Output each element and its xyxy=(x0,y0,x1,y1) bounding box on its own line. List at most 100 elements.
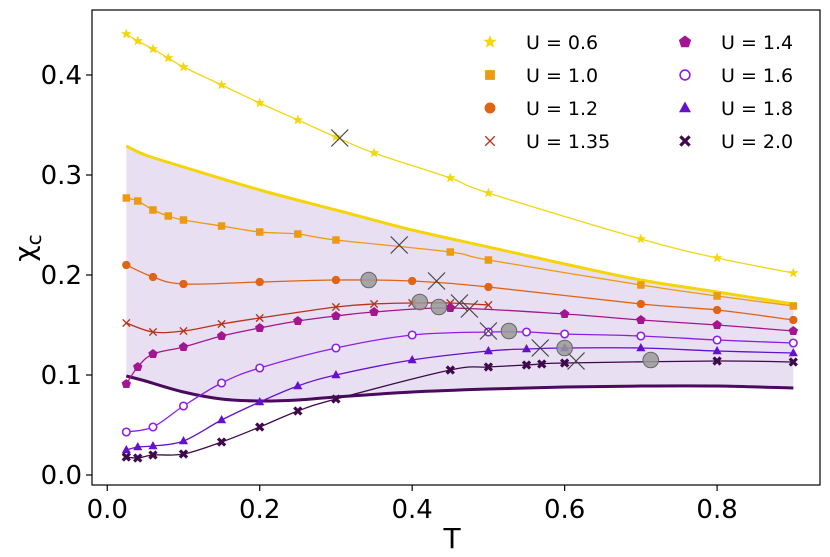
legend: U = 0.6 U = 1.0 U = 1.2 U = 1.35 U = 1.4 U = … xyxy=(483,32,793,153)
series-1-point-6 xyxy=(255,228,264,236)
series-4-point-1 xyxy=(133,362,143,371)
legend-marker-3 xyxy=(484,135,496,147)
series-7-point-2 xyxy=(148,450,158,460)
series-0-point-5 xyxy=(216,79,227,90)
series-1-point-3 xyxy=(164,212,172,220)
series-6-point-3 xyxy=(178,436,189,445)
series-6-point-9 xyxy=(483,346,493,355)
legend-label-2: U = 1.2 xyxy=(526,98,598,120)
series-0-point-1 xyxy=(132,35,143,46)
legend-label-4: U = 1.4 xyxy=(721,32,793,54)
series-7-point-12 xyxy=(559,358,570,368)
crossover-circle-marker-5 xyxy=(642,351,660,369)
series-4-point-0 xyxy=(121,379,131,388)
series-5-point-11 xyxy=(712,335,722,345)
crossover-x-marker-0 xyxy=(330,129,349,147)
y-tick-label-4: 0.4 xyxy=(41,61,82,91)
x-axis-title: T xyxy=(442,522,461,555)
crossover-x-marker-6 xyxy=(531,339,550,357)
series-2-point-9 xyxy=(789,315,798,325)
series-6-point-7 xyxy=(331,370,341,379)
series-6-point-1 xyxy=(133,442,143,451)
legend-label-3: U = 1.35 xyxy=(526,131,610,153)
series-2-point-8 xyxy=(712,305,722,315)
legend-marker-7 xyxy=(679,135,691,147)
series-2-point-7 xyxy=(636,299,646,309)
series-6-point-10 xyxy=(521,344,532,353)
series-1-point-11 xyxy=(637,281,645,289)
series-2-point-5 xyxy=(408,276,417,286)
series-6-point-0 xyxy=(121,445,131,454)
series-6-point-4 xyxy=(217,415,227,424)
series-5-point-1 xyxy=(148,422,158,432)
series-7-point-0 xyxy=(121,452,131,462)
y-axis-title-main: χ xyxy=(8,245,41,261)
series-7-point-7 xyxy=(331,394,341,404)
series-0-point-4 xyxy=(178,61,189,72)
series-6-point-5 xyxy=(255,397,265,406)
legend-marker-1 xyxy=(485,70,495,80)
series-2-point-3 xyxy=(255,277,264,287)
series-line-0 xyxy=(125,33,794,274)
series-4-point-3 xyxy=(178,342,189,351)
series-3-point-4 xyxy=(255,313,264,323)
series-2-point-6 xyxy=(484,282,493,292)
legend-label-6: U = 1.8 xyxy=(721,98,793,120)
series-5-point-5 xyxy=(331,343,341,353)
legend-label-5: U = 1.6 xyxy=(721,65,793,87)
series-1-point-12 xyxy=(713,292,721,300)
series-5-point-3 xyxy=(217,378,227,388)
series-7-point-1 xyxy=(133,453,143,463)
series-3-point-0 xyxy=(122,318,131,328)
series-1-point-5 xyxy=(217,222,226,230)
shaded-region xyxy=(126,146,794,402)
y-tick-label-1: 0.1 xyxy=(41,361,82,391)
series-5-point-6 xyxy=(407,330,417,340)
series-7-point-3 xyxy=(178,449,189,459)
series-3-point-5 xyxy=(331,302,341,312)
series-0-point-6 xyxy=(254,97,265,108)
series-1-point-1 xyxy=(133,197,142,205)
series-5-point-0 xyxy=(121,427,131,437)
series-4-point-10 xyxy=(559,309,570,318)
series-7-point-10 xyxy=(521,360,532,370)
crossover-circle-marker-3 xyxy=(500,322,518,340)
series-0-point-14 xyxy=(788,267,799,278)
series-3-point-3 xyxy=(217,319,226,329)
series-7-point-9 xyxy=(483,362,494,372)
series-5-point-2 xyxy=(178,401,189,411)
series-4-point-7 xyxy=(331,311,341,320)
legend-label-0: U = 0.6 xyxy=(526,32,598,54)
series-7-point-8 xyxy=(445,365,455,375)
series-0-point-0 xyxy=(121,28,132,39)
series-0-point-7 xyxy=(292,114,304,125)
legend-marker-4 xyxy=(678,35,692,48)
series-7-point-14 xyxy=(788,357,798,367)
series-4-point-13 xyxy=(788,326,799,335)
series-6-point-14 xyxy=(788,348,798,357)
series-0-point-2 xyxy=(147,43,159,54)
series-1-point-9 xyxy=(446,248,455,256)
series-7-point-6 xyxy=(293,406,303,416)
series-1-point-13 xyxy=(789,302,798,310)
series-5-point-12 xyxy=(788,338,798,348)
series-4-point-12 xyxy=(712,320,722,329)
series-0-point-8 xyxy=(330,131,342,142)
x-tick-label-4: 0.8 xyxy=(696,495,737,525)
series-2-point-4 xyxy=(331,275,341,285)
series-3-point-1 xyxy=(148,327,158,337)
series-2-point-0 xyxy=(122,260,131,270)
series-6-point-13 xyxy=(712,346,722,355)
series-5-point-9 xyxy=(560,329,570,339)
crossover-circle-marker-0 xyxy=(360,271,378,289)
series-4-point-5 xyxy=(255,323,265,332)
crossover-circle-marker-4 xyxy=(556,339,573,357)
x-tick-label-1: 0.2 xyxy=(239,495,280,525)
series-5-point-7 xyxy=(483,327,493,337)
series-3-point-9 xyxy=(484,300,493,310)
legend-marker-2 xyxy=(484,102,496,114)
series-6-point-12 xyxy=(636,343,646,352)
crossover-x-marker-2 xyxy=(427,272,446,290)
crossover-circle-marker-2 xyxy=(430,298,448,316)
